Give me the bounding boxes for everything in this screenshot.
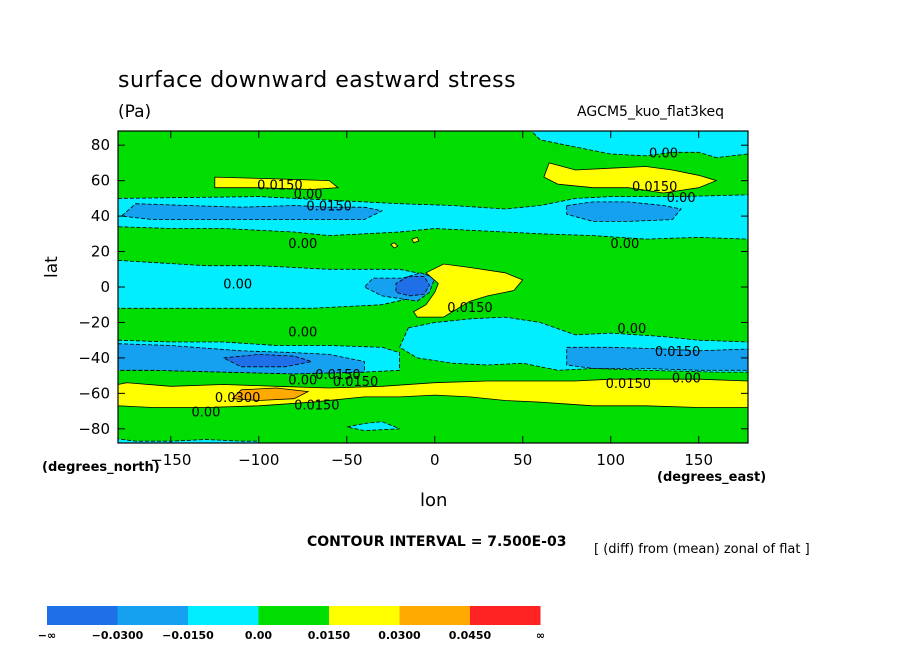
contour-label: 0.0150 <box>655 345 701 360</box>
x-axis: −150 −100 −50 0 50 100 150 <box>150 131 713 469</box>
colorbar-label: ∞ <box>536 629 545 642</box>
contour-region-level-2 <box>118 438 260 443</box>
colorbar-swatch <box>117 606 188 625</box>
y-tick-label: −40 <box>78 349 110 367</box>
contour-region-level-4 <box>118 378 748 408</box>
contour-region-level-2 <box>530 131 748 159</box>
contour-label: 0.0150 <box>306 200 352 215</box>
colorbar-swatch <box>258 606 329 625</box>
x-tick-label: 100 <box>596 451 625 469</box>
colorbar-label: −∞ <box>38 629 56 642</box>
colorbar-label: 0.0150 <box>308 629 351 642</box>
contour-label: 0.00 <box>667 191 696 206</box>
y-tick-label: 0 <box>100 278 110 296</box>
contour-label: 0.00 <box>192 405 221 420</box>
contour-region-level-4 <box>413 263 524 318</box>
x-tick-label: 50 <box>513 451 532 469</box>
contour-label: 0.00 <box>288 237 317 252</box>
contour-label: 0.00 <box>288 326 317 341</box>
colorbar-label: −0.0300 <box>92 629 144 642</box>
colorbar-swatch <box>47 606 118 625</box>
colorbar-swatch <box>470 606 541 625</box>
colorbar-swatch <box>188 606 259 625</box>
colorbar-label: 0.00 <box>245 629 272 642</box>
contour-region-level-0 <box>395 275 430 297</box>
contour-label: 0.0150 <box>632 180 678 195</box>
contour-label: 0.00 <box>223 278 252 293</box>
x-axis-label: lon <box>420 490 448 511</box>
contour-region-level-1 <box>566 201 682 222</box>
contour-label: 0.0150 <box>606 377 652 392</box>
y-tick-label: −60 <box>78 384 110 402</box>
contour-label: 0.00 <box>610 237 639 252</box>
contour-label: 0.00 <box>288 373 317 388</box>
y-tick-label: −80 <box>78 420 110 438</box>
contour-region-level-2 <box>346 421 400 432</box>
colorbar-label: 0.0300 <box>378 629 421 642</box>
contour-label: 0.00 <box>294 187 323 202</box>
contour-region-level-4 <box>411 236 420 244</box>
colorbar-label: 0.0450 <box>449 629 492 642</box>
contour-interval: CONTOUR INTERVAL = 7.500E-03 <box>307 534 567 550</box>
x-axis-units: (degrees_east) <box>657 470 767 485</box>
x-tick-label: −100 <box>238 451 279 469</box>
contour-label: 0.0150 <box>315 368 361 383</box>
chart-units: (Pa) <box>118 102 152 122</box>
chart-title: surface downward eastward stress <box>118 68 517 93</box>
contour-region-level-4 <box>543 162 718 194</box>
colorbar-swatch <box>329 606 400 625</box>
difference-note: [ (diff) from (mean) zonal of flat ] <box>594 542 810 557</box>
contour-label: 0.0300 <box>215 391 261 406</box>
contour-label: 0.00 <box>649 147 678 162</box>
contour-region-level-1 <box>566 346 748 371</box>
colorbar-label: −0.0150 <box>162 629 214 642</box>
contour-region-level-4 <box>214 176 340 190</box>
y-axis-units: (degrees_north) <box>42 460 160 475</box>
contour-label: 0.0150 <box>447 301 493 316</box>
contour-label: 0.0150 <box>294 398 340 413</box>
contour-fills <box>118 131 748 443</box>
contour-region-level-1 <box>120 203 384 221</box>
y-tick-label: −20 <box>78 313 110 331</box>
contour-region-level-4 <box>390 242 399 249</box>
x-tick-label: 150 <box>684 451 713 469</box>
contour-label: 0.00 <box>617 322 646 337</box>
contour-label: 0.0150 <box>333 375 379 390</box>
colorbar: −∞ −0.0300 −0.0150 0.00 0.0150 0.0300 0.0450 ∞ <box>38 606 545 642</box>
contour-label: 0.0150 <box>257 178 303 193</box>
y-tick-label: 40 <box>91 207 110 225</box>
x-tick-label: −50 <box>331 451 363 469</box>
y-tick-label: 20 <box>91 243 110 261</box>
contour-region-level-5 <box>231 387 310 401</box>
contour-region-level-0 <box>222 353 312 368</box>
x-tick-label: 0 <box>430 451 440 469</box>
y-tick-label: 60 <box>91 172 110 190</box>
contour-region-level-2 <box>118 259 427 309</box>
x-tick-label: −150 <box>150 451 191 469</box>
y-tick-label: 80 <box>91 136 110 154</box>
contour-label: 0.00 <box>672 372 701 387</box>
colorbar-swatch <box>399 606 470 625</box>
y-axis: 80 60 40 20 0 −20 −40 −60 −80 <box>78 136 748 438</box>
run-label: AGCM5_kuo_flat3keq <box>577 104 724 120</box>
